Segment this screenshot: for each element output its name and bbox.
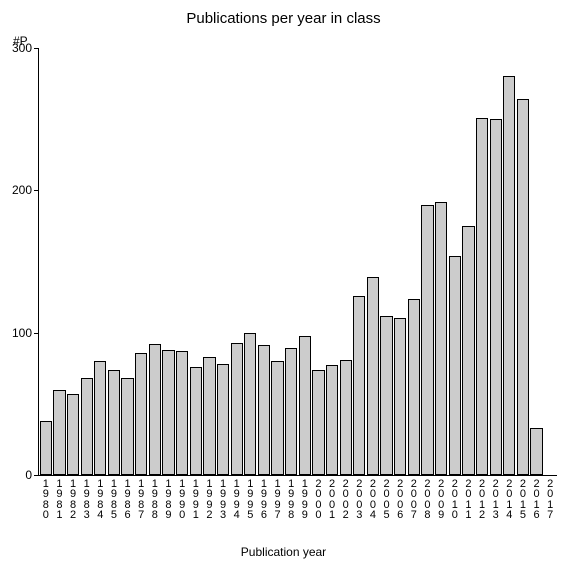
x-tick-label: 1987: [134, 475, 148, 521]
bar: [108, 370, 120, 475]
bar: [476, 118, 488, 475]
bar: [449, 256, 461, 475]
plot-area: 0100200300198019811982198319841985198619…: [38, 48, 557, 476]
x-tick-label: 1983: [80, 475, 94, 521]
x-tick-label: 1996: [257, 475, 271, 521]
x-tick-label: 2017: [543, 475, 557, 521]
x-tick-label: 1994: [230, 475, 244, 521]
bar: [380, 316, 392, 475]
bar: [271, 361, 283, 475]
publications-chart: Publications per year in class #P 010020…: [0, 0, 567, 567]
bar: [40, 421, 52, 475]
bar: [94, 361, 106, 475]
x-tick-label: 2003: [353, 475, 367, 521]
bar: [231, 343, 243, 475]
x-tick-label: 1981: [53, 475, 67, 521]
y-tick-label: 0: [25, 468, 39, 482]
y-tick-label: 300: [12, 41, 39, 55]
x-tick-label: 1988: [148, 475, 162, 521]
chart-title: Publications per year in class: [0, 10, 567, 27]
x-tick-label: 2004: [366, 475, 380, 521]
bar: [176, 351, 188, 475]
bar: [162, 350, 174, 475]
bar: [121, 378, 133, 475]
bar: [244, 333, 256, 475]
x-tick-label: 2012: [475, 475, 489, 521]
x-tick-label: 2008: [421, 475, 435, 521]
bar: [340, 360, 352, 475]
bar: [367, 277, 379, 475]
bar: [203, 357, 215, 475]
bar: [149, 344, 161, 475]
bar: [394, 318, 406, 475]
bar: [53, 390, 65, 475]
bar: [135, 353, 147, 475]
x-tick-label: 2015: [516, 475, 530, 521]
x-tick-label: 2014: [502, 475, 516, 521]
bar: [190, 367, 202, 475]
bar: [217, 364, 229, 475]
x-tick-label: 2009: [434, 475, 448, 521]
x-tick-label: 1998: [284, 475, 298, 521]
x-tick-label: 2006: [393, 475, 407, 521]
bar: [353, 296, 365, 475]
x-tick-label: 2013: [489, 475, 503, 521]
x-tick-label: 1982: [66, 475, 80, 521]
x-tick-label: 1995: [243, 475, 257, 521]
x-tick-label: 2016: [530, 475, 544, 521]
x-tick-label: 2010: [448, 475, 462, 521]
x-tick-label: 2007: [407, 475, 421, 521]
x-tick-label: 1980: [39, 475, 53, 521]
bar: [421, 205, 433, 475]
bar: [326, 365, 338, 475]
x-tick-label: 1999: [298, 475, 312, 521]
bar: [490, 119, 502, 475]
bar: [530, 428, 542, 475]
bar: [408, 299, 420, 475]
bar: [312, 370, 324, 475]
bar: [81, 378, 93, 475]
x-tick-label: 1989: [162, 475, 176, 521]
x-tick-label: 1997: [271, 475, 285, 521]
x-tick-label: 2001: [325, 475, 339, 521]
y-tick-label: 100: [12, 326, 39, 340]
x-tick-label: 2011: [462, 475, 476, 521]
x-tick-label: 1985: [107, 475, 121, 521]
x-tick-label: 1990: [175, 475, 189, 521]
x-tick-label: 1986: [121, 475, 135, 521]
x-tick-label: 1993: [216, 475, 230, 521]
bar: [299, 336, 311, 475]
x-tick-label: 2002: [339, 475, 353, 521]
x-axis-title: Publication year: [0, 545, 567, 559]
bar: [67, 394, 79, 475]
bar: [462, 226, 474, 475]
bar: [517, 99, 529, 475]
x-tick-label: 1992: [203, 475, 217, 521]
x-tick-label: 2005: [380, 475, 394, 521]
x-tick-label: 1991: [189, 475, 203, 521]
x-tick-label: 2000: [312, 475, 326, 521]
bar: [258, 345, 270, 475]
bar: [435, 202, 447, 475]
y-tick-label: 200: [12, 183, 39, 197]
bar: [503, 76, 515, 475]
bar: [285, 348, 297, 475]
x-tick-label: 1984: [94, 475, 108, 521]
